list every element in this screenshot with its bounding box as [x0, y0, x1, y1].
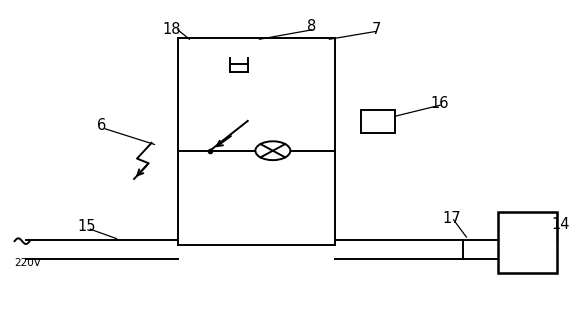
Text: 15: 15: [77, 219, 96, 234]
Text: 7: 7: [371, 22, 381, 37]
Text: 18: 18: [163, 22, 181, 37]
Bar: [361, 110, 395, 133]
Text: 8: 8: [307, 19, 317, 34]
Text: 6: 6: [97, 118, 107, 133]
Bar: [498, 212, 557, 273]
Text: 16: 16: [431, 96, 449, 111]
Text: 17: 17: [442, 211, 461, 226]
Bar: [178, 38, 335, 245]
Circle shape: [255, 141, 290, 160]
Text: 220V: 220V: [15, 258, 41, 268]
Text: 14: 14: [552, 217, 570, 232]
